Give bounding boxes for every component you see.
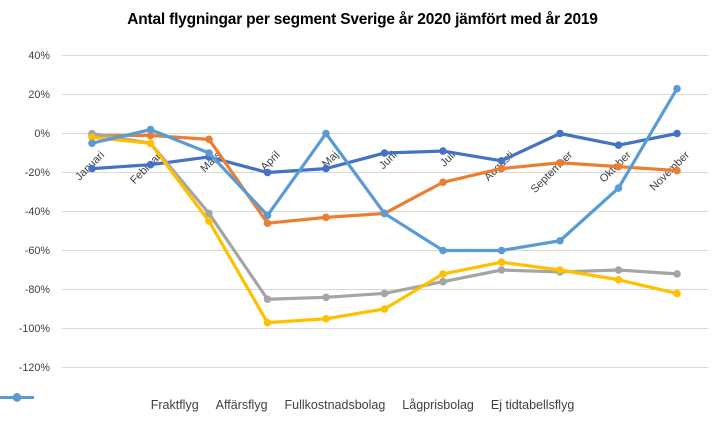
legend-label: Fullkostnadsbolag	[284, 398, 386, 412]
data-point	[205, 217, 213, 226]
data-point	[322, 293, 330, 302]
legend-item-fullkostnadsbolag: Fullkostnadsbolag	[0, 393, 386, 412]
data-point	[88, 164, 96, 173]
data-point	[497, 157, 506, 165]
data-point	[88, 133, 96, 142]
data-point	[556, 129, 564, 138]
y-axis-tick-label: -20%	[25, 167, 51, 179]
data-point	[497, 266, 506, 274]
data-point	[380, 149, 389, 157]
data-point	[205, 149, 213, 157]
data-point	[497, 258, 506, 267]
y-axis-tick-label: -100%	[19, 323, 51, 335]
data-point	[205, 135, 213, 144]
data-point	[439, 147, 447, 155]
series-l-gprisbolag	[88, 133, 681, 327]
data-point	[146, 125, 155, 134]
legend: Fraktflyg Affärsflyg Fullkostnadsbolag Lågp…	[0, 392, 725, 418]
data-point	[263, 318, 272, 327]
data-point	[556, 266, 564, 274]
data-point	[556, 158, 564, 167]
y-axis-tick-label: 20%	[28, 89, 50, 101]
data-point	[322, 314, 330, 323]
data-point	[673, 166, 681, 175]
data-point	[439, 178, 447, 187]
y-axis-tick-label: -120%	[19, 362, 51, 374]
y-axis-labels: 40% 20% 0% -20% -40% -60% -80% -100% -120%	[19, 50, 51, 374]
legend-label: Lågprisbolag	[402, 398, 474, 412]
data-point	[322, 129, 330, 138]
data-point	[263, 168, 272, 177]
data-point	[146, 160, 155, 169]
data-point	[673, 84, 681, 93]
data-point	[614, 275, 623, 284]
data-point	[146, 131, 155, 140]
data-point	[205, 209, 213, 218]
legend-label: Fraktflyg	[150, 398, 199, 412]
data-point	[614, 141, 623, 149]
legend-marker-icon	[0, 393, 34, 402]
data-point	[322, 164, 330, 173]
y-axis-tick-label: 40%	[28, 50, 50, 62]
data-point	[614, 162, 623, 171]
data-point	[263, 219, 272, 227]
legend-item-aff-rsflyg: Affärsflyg	[0, 393, 268, 412]
legend-dot	[12, 393, 22, 402]
data-point	[380, 305, 389, 313]
data-point	[614, 184, 623, 192]
data-point	[439, 277, 447, 286]
chart-title: Antal flygningar per segment Sverige år …	[127, 11, 598, 28]
legend-label: Affärsflyg	[215, 398, 268, 412]
data-point	[673, 129, 681, 138]
data-point	[497, 164, 506, 173]
legend-item-ej-tidtabellsflyg: Ej tidtabellsflyg	[0, 393, 575, 412]
data-point	[322, 213, 330, 222]
y-axis-tick-label: -40%	[25, 206, 51, 218]
data-point	[88, 139, 96, 148]
legend-item-l-gprisbolag: Lågprisbolag	[0, 393, 474, 412]
data-point	[673, 289, 681, 298]
legend-item-fraktflyg: Fraktflyg	[0, 393, 199, 412]
data-point	[380, 209, 389, 218]
data-point	[380, 289, 389, 298]
data-point	[263, 211, 272, 220]
data-point	[673, 270, 681, 278]
y-axis-tick-label: -60%	[25, 245, 51, 257]
data-point	[614, 266, 623, 274]
data-point	[497, 246, 506, 255]
series-ej-tidtabellsflyg	[88, 84, 681, 255]
y-axis-tick-label: -80%	[25, 284, 51, 296]
y-axis-tick-label: 0%	[34, 128, 50, 140]
data-point	[556, 236, 564, 245]
data-point	[439, 270, 447, 278]
data-point	[146, 139, 155, 148]
legend-label: Ej tidtabellsflyg	[490, 398, 575, 412]
data-point	[263, 295, 272, 304]
data-point	[439, 246, 447, 255]
